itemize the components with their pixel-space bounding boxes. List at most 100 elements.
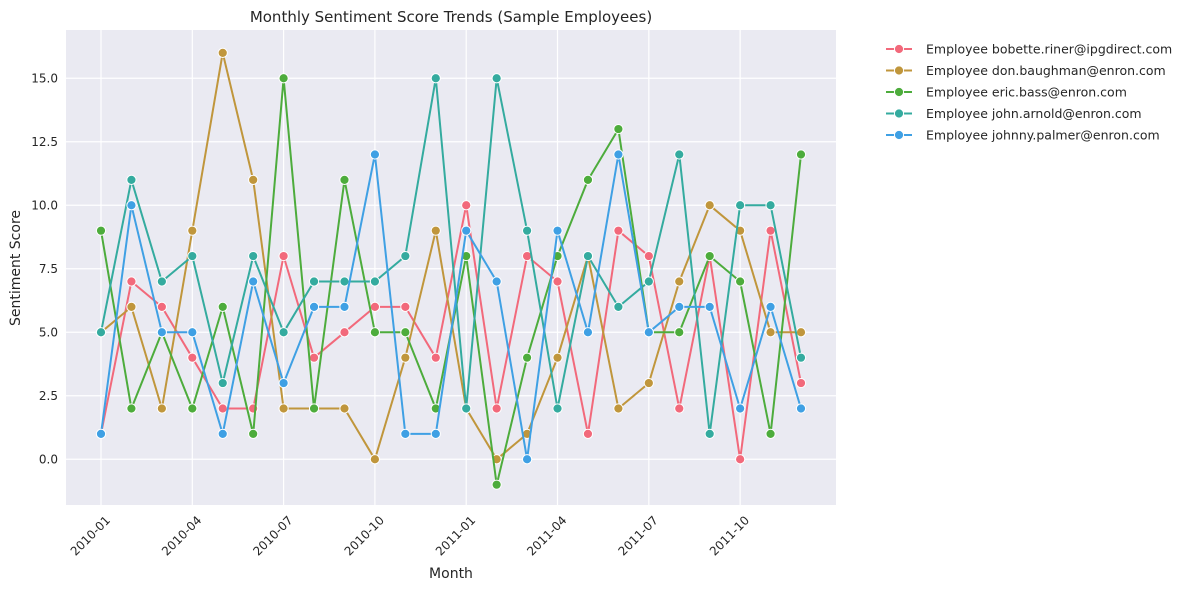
data-point bbox=[369, 149, 381, 160]
data-point bbox=[674, 276, 685, 287]
data-point bbox=[735, 403, 746, 414]
data-point bbox=[521, 225, 533, 236]
series-line bbox=[100, 77, 802, 435]
grid bbox=[66, 30, 836, 505]
data-point bbox=[95, 225, 107, 236]
data-point bbox=[278, 73, 289, 84]
data-point bbox=[217, 377, 228, 389]
plot-background bbox=[66, 30, 836, 505]
y-tick-label: 0.0 bbox=[39, 452, 58, 466]
data-point bbox=[613, 225, 624, 236]
data-point bbox=[187, 352, 198, 363]
data-point bbox=[643, 276, 654, 287]
x-tick-label: 2011-04 bbox=[524, 513, 569, 558]
legend-item: Employee john.arnold@enron.com bbox=[886, 106, 1142, 121]
data-point bbox=[308, 276, 320, 287]
data-point bbox=[461, 403, 472, 414]
data-point bbox=[278, 327, 289, 338]
data-point bbox=[735, 200, 746, 211]
data-point bbox=[552, 403, 563, 414]
series-4 bbox=[95, 149, 807, 465]
data-point bbox=[156, 403, 167, 414]
chart-title: Monthly Sentiment Score Trends (Sample E… bbox=[250, 8, 652, 26]
data-point bbox=[613, 301, 624, 312]
data-point bbox=[643, 377, 654, 389]
data-point bbox=[430, 428, 441, 439]
y-tick-label: 12.5 bbox=[31, 135, 58, 149]
data-point bbox=[765, 301, 776, 312]
data-point bbox=[400, 250, 411, 262]
legend-marker bbox=[893, 65, 905, 76]
legend-item: Employee eric.bass@enron.com bbox=[886, 85, 1127, 100]
x-tick-label: 2011-10 bbox=[707, 513, 752, 558]
x-tick-label: 2010-07 bbox=[250, 513, 295, 558]
data-point bbox=[187, 327, 198, 338]
data-point bbox=[430, 352, 441, 363]
y-tick-label: 10.0 bbox=[31, 198, 58, 212]
data-point bbox=[126, 200, 137, 211]
data-point bbox=[217, 428, 228, 439]
data-point bbox=[582, 428, 594, 439]
data-point bbox=[491, 73, 502, 84]
data-point bbox=[156, 301, 167, 312]
legend-label: Employee bobette.riner@ipgdirect.com bbox=[926, 42, 1172, 57]
y-axis-label: Sentiment Score bbox=[8, 210, 24, 326]
data-point bbox=[582, 327, 594, 338]
data-point bbox=[369, 276, 381, 287]
data-point bbox=[461, 225, 472, 236]
data-point bbox=[704, 428, 715, 439]
data-point bbox=[430, 73, 441, 84]
data-point bbox=[674, 403, 685, 414]
data-point bbox=[400, 301, 411, 312]
data-point bbox=[217, 403, 228, 414]
data-point bbox=[461, 200, 472, 211]
data-point bbox=[95, 327, 107, 338]
legend-label: Employee johnny.palmer@enron.com bbox=[926, 128, 1160, 143]
data-point bbox=[704, 250, 715, 262]
data-point bbox=[217, 47, 228, 58]
series-3 bbox=[95, 73, 807, 439]
y-tick-label: 5.0 bbox=[39, 325, 58, 339]
data-point bbox=[674, 327, 685, 338]
data-point bbox=[400, 352, 411, 363]
data-point bbox=[674, 149, 685, 160]
series-line bbox=[100, 204, 802, 461]
data-point bbox=[735, 276, 746, 287]
data-point bbox=[582, 174, 594, 185]
data-point bbox=[491, 403, 502, 414]
data-point bbox=[369, 454, 381, 465]
x-tick-label: 2011-01 bbox=[433, 513, 478, 558]
data-point bbox=[308, 301, 320, 312]
data-point bbox=[187, 403, 198, 414]
data-point bbox=[795, 352, 807, 363]
data-point bbox=[643, 250, 654, 262]
series-line bbox=[100, 153, 802, 461]
data-point bbox=[248, 174, 259, 185]
data-point bbox=[795, 149, 807, 160]
data-point bbox=[765, 327, 776, 338]
series-group bbox=[95, 47, 807, 490]
data-point bbox=[187, 250, 198, 262]
data-point bbox=[308, 352, 320, 363]
data-point bbox=[339, 327, 350, 338]
data-point bbox=[400, 428, 411, 439]
data-point bbox=[704, 301, 715, 312]
data-point bbox=[217, 301, 228, 312]
x-tick-label: 2010-04 bbox=[159, 513, 204, 558]
data-point bbox=[613, 403, 624, 414]
data-point bbox=[339, 403, 350, 414]
data-point bbox=[795, 377, 807, 389]
data-point bbox=[248, 276, 259, 287]
data-point bbox=[156, 276, 167, 287]
x-tick-label: 2011-07 bbox=[616, 513, 661, 558]
data-point bbox=[126, 276, 137, 287]
y-tick-label: 15.0 bbox=[31, 71, 58, 85]
data-point bbox=[278, 403, 289, 414]
y-tick-labels: 0.0 2.5 5.0 7.5 10.0 12.5 15.0 bbox=[31, 71, 58, 466]
legend-item: Employee johnny.palmer@enron.com bbox=[886, 128, 1160, 143]
data-point bbox=[339, 174, 350, 185]
data-point bbox=[248, 250, 259, 262]
legend-marker bbox=[893, 43, 905, 55]
data-point bbox=[613, 149, 624, 160]
